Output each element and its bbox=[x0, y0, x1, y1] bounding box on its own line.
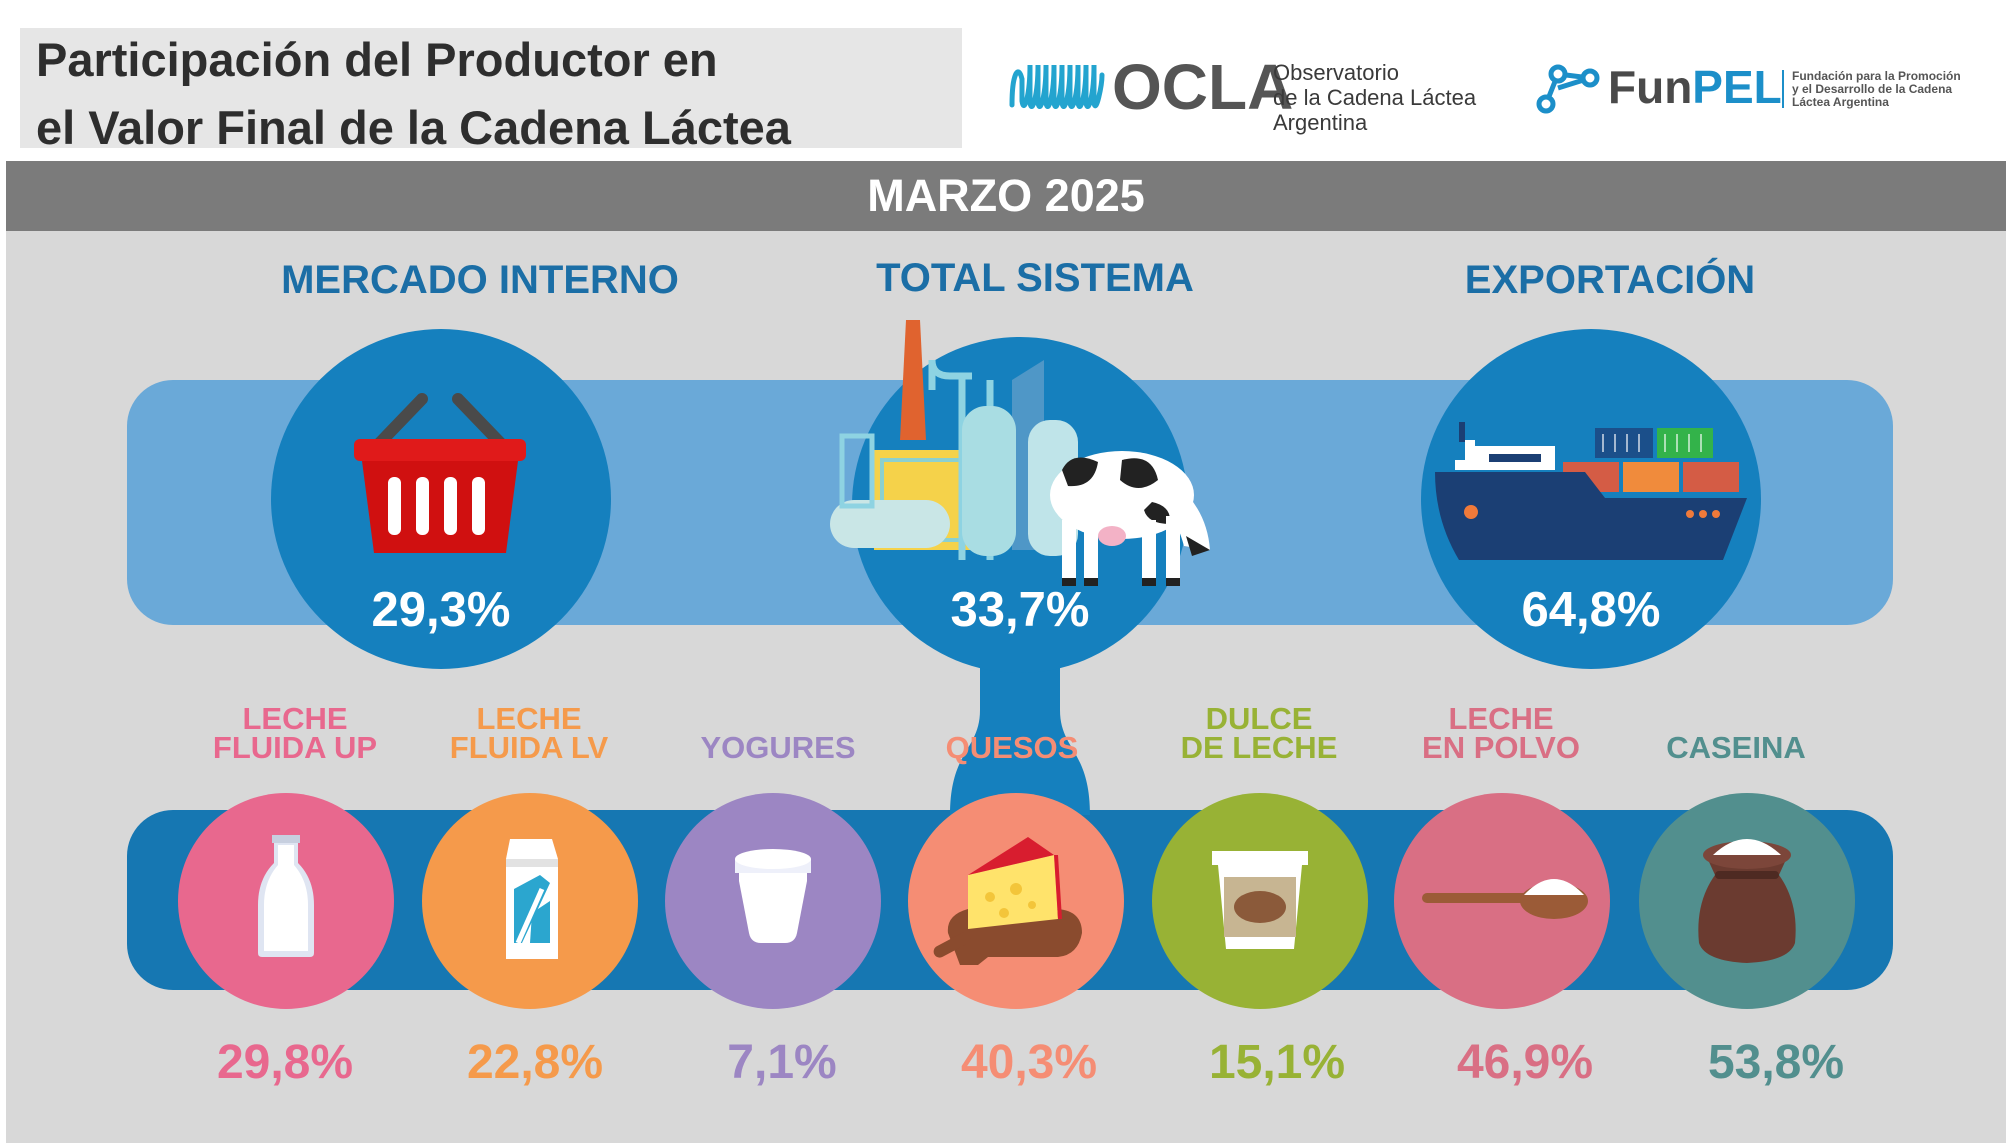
funpel-divider bbox=[1782, 70, 1784, 108]
product-circle-quesos bbox=[908, 793, 1124, 1009]
product-circle-yogures bbox=[665, 793, 881, 1009]
milk-wave-logo-icon bbox=[1009, 64, 1105, 109]
funpel-logo-subtitle: Fundación para la Promoción y el Desarro… bbox=[1792, 70, 1961, 109]
product-label-line-2: FLUIDA UP bbox=[212, 730, 378, 765]
page-title-line-1: Participación del Productor en bbox=[36, 33, 718, 86]
funpel-subtitle-line-2: y el Desarrollo de la Cadena bbox=[1792, 82, 1953, 96]
page-title-line-2: el Valor Final de la Cadena Láctea bbox=[36, 101, 791, 154]
funpel-subtitle-line-1: Fundación para la Promoción bbox=[1792, 69, 1961, 83]
product-circle-leche-fluida-lv bbox=[422, 793, 638, 1009]
product-label-leche-fluida-up: LECHE FLUIDA UP bbox=[180, 701, 410, 765]
yogurt-cup-icon bbox=[735, 849, 811, 943]
product-label-line-2: QUESOS bbox=[945, 730, 1079, 765]
shopping-basket-icon bbox=[354, 393, 526, 553]
product-label-quesos: QUESOS bbox=[897, 704, 1127, 765]
product-label-line-2: FLUIDA LV bbox=[449, 730, 609, 765]
product-value-dulce-de-leche: 15,1% bbox=[1208, 1036, 1346, 1089]
product-value-quesos: 40,3% bbox=[960, 1036, 1098, 1089]
mercado-interno-value: 29,3% bbox=[371, 583, 511, 637]
casein-sack-icon bbox=[1698, 839, 1796, 963]
funpel-logo-name: FunPEL bbox=[1608, 60, 1782, 114]
product-circle-leche-en-polvo bbox=[1394, 793, 1610, 1009]
total-sistema-value: 33,7% bbox=[950, 583, 1090, 637]
product-value-yogures: 7,1% bbox=[727, 1036, 837, 1089]
funpel-name-pel: PEL bbox=[1692, 61, 1782, 113]
product-value-leche-en-polvo: 46,9% bbox=[1456, 1036, 1594, 1089]
ocla-logo-name: OCLA bbox=[1112, 51, 1294, 123]
funpel-subtitle-line-3: Láctea Argentina bbox=[1792, 95, 1889, 109]
network-nodes-logo-icon bbox=[1536, 64, 1600, 114]
product-label-caseina: CASEINA bbox=[1621, 704, 1851, 765]
product-circle-dulce-de-leche bbox=[1152, 793, 1368, 1009]
product-label-line-2: DE LECHE bbox=[1180, 730, 1338, 765]
ocla-subtitle-line-3: Argentina bbox=[1273, 110, 1368, 135]
product-label-line-1: LECHE bbox=[242, 701, 348, 736]
product-label-line-1: LECHE bbox=[1448, 701, 1554, 736]
funpel-name-fun: Fun bbox=[1608, 61, 1693, 113]
dairy-factory-cow-icon bbox=[830, 320, 1210, 586]
product-circle-leche-fluida-up bbox=[178, 793, 394, 1009]
dulce-de-leche-jar-icon bbox=[1212, 851, 1308, 949]
product-circle-caseina bbox=[1639, 793, 1855, 1009]
milk-bottle-icon bbox=[258, 835, 314, 957]
cargo-ship-icon bbox=[1435, 422, 1747, 560]
ocla-subtitle-line-1: Observatorio bbox=[1273, 60, 1399, 85]
product-label-line-2: CASEINA bbox=[1666, 730, 1806, 765]
section-title-total-sistema: TOTAL SISTEMA bbox=[876, 256, 1194, 300]
product-label-yogures: YOGURES bbox=[663, 704, 893, 765]
powder-spoon-icon bbox=[1422, 879, 1588, 919]
product-label-leche-en-polvo: LECHE EN POLVO bbox=[1386, 701, 1616, 765]
ocla-subtitle-line-2: de la Cadena Láctea bbox=[1273, 85, 1477, 110]
product-value-leche-fluida-lv: 22,8% bbox=[466, 1036, 604, 1089]
product-label-line-1: DULCE bbox=[1205, 701, 1313, 736]
title-box bbox=[20, 28, 962, 148]
section-title-mercado-interno: MERCADO INTERNO bbox=[281, 258, 679, 302]
product-label-line-1: LECHE bbox=[476, 701, 582, 736]
product-value-leche-fluida-up: 29,8% bbox=[216, 1036, 354, 1089]
ocla-logo-subtitle: Observatorio de la Cadena Láctea Argenti… bbox=[1273, 60, 1476, 135]
milk-carton-icon bbox=[506, 839, 558, 959]
exportacion-value: 64,8% bbox=[1521, 583, 1661, 637]
cheese-board-icon bbox=[933, 837, 1082, 965]
product-label-line-2: YOGURES bbox=[700, 730, 856, 765]
product-label-line-1 bbox=[1621, 704, 1851, 733]
product-label-dulce-de-leche: DULCE DE LECHE bbox=[1144, 701, 1374, 765]
product-value-caseina: 53,8% bbox=[1707, 1036, 1845, 1089]
product-label-line-1 bbox=[897, 704, 1127, 733]
product-label-line-2: EN POLVO bbox=[1422, 730, 1580, 765]
product-label-line-1 bbox=[663, 704, 893, 733]
date-banner: MARZO 2025 bbox=[6, 161, 2006, 231]
section-title-exportacion: EXPORTACIÓN bbox=[1464, 258, 1756, 302]
product-label-leche-fluida-lv: LECHE FLUIDA LV bbox=[414, 701, 644, 765]
